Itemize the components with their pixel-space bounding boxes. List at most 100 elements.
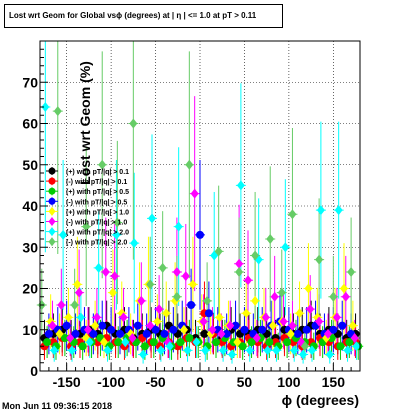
data-point — [192, 337, 201, 348]
data-point — [304, 283, 313, 294]
data-point — [286, 328, 295, 339]
y-tick-label: 20 — [22, 281, 38, 297]
data-point — [142, 329, 151, 338]
data-point — [71, 329, 80, 338]
legend-marker — [48, 206, 56, 216]
data-point — [139, 349, 148, 360]
data-point — [110, 271, 119, 282]
data-point — [258, 325, 267, 334]
title-box: Lost wrt Geom for Global vsϕ (degrees) a… — [4, 4, 283, 28]
data-point — [59, 229, 68, 240]
data-point — [199, 316, 208, 327]
data-point — [85, 337, 94, 348]
data-point — [140, 342, 149, 351]
data-point — [295, 308, 304, 319]
data-point — [181, 271, 190, 282]
data-point — [133, 321, 142, 330]
x-tick-label: 50 — [237, 374, 253, 390]
data-point — [130, 238, 139, 249]
data-points — [37, 102, 363, 360]
data-point — [240, 325, 249, 334]
data-point — [244, 275, 252, 286]
data-point — [75, 287, 84, 298]
data-point — [66, 333, 75, 343]
data-point — [306, 304, 315, 315]
data-point — [325, 349, 334, 360]
data-point — [281, 242, 290, 253]
data-point — [172, 267, 181, 277]
x-tick-label: -100 — [97, 374, 125, 390]
legend-marker — [48, 237, 56, 247]
data-point — [242, 308, 251, 319]
data-point — [98, 159, 107, 170]
y-tick-label: 30 — [22, 239, 38, 255]
data-point — [324, 328, 332, 339]
data-point — [137, 295, 146, 306]
data-point — [190, 188, 199, 199]
data-point — [332, 312, 341, 323]
data-point — [217, 328, 226, 339]
data-point — [129, 118, 138, 129]
data-point — [70, 300, 79, 310]
data-point — [84, 324, 92, 335]
data-point — [226, 320, 235, 331]
data-point — [44, 329, 53, 338]
data-point — [92, 312, 101, 323]
legend-label: (-) with pT/|q| > 2.0 — [66, 240, 127, 247]
data-point — [272, 345, 281, 356]
y-tick-label: 70 — [22, 74, 38, 90]
legend-marker — [48, 227, 56, 237]
data-point — [231, 321, 240, 330]
data-point — [119, 312, 128, 323]
data-point — [180, 324, 188, 335]
y-tick-label: 50 — [22, 157, 38, 173]
legend-label: (+) with pT/|q| > 0.1 — [66, 169, 129, 176]
x-tick-label: -50 — [145, 374, 165, 390]
data-point — [113, 217, 122, 228]
data-point — [214, 246, 223, 257]
data-point — [43, 338, 52, 347]
data-point — [283, 338, 292, 347]
data-point — [128, 333, 137, 343]
data-point — [345, 338, 354, 347]
data-point — [73, 279, 82, 290]
data-point — [91, 320, 100, 331]
data-point — [62, 321, 71, 330]
data-point — [343, 345, 352, 356]
data-point — [238, 342, 247, 351]
data-point — [288, 320, 297, 331]
data-point — [107, 325, 116, 334]
chart-title: Lost wrt Geom for Global vsϕ (degrees) a… — [9, 11, 257, 20]
data-point — [268, 320, 277, 331]
data-point — [261, 312, 270, 323]
data-point — [174, 221, 183, 232]
data-point — [172, 291, 181, 302]
data-point — [329, 325, 338, 334]
data-point — [302, 325, 311, 334]
data-point — [50, 345, 59, 356]
data-point — [176, 338, 185, 347]
legend-label: (-) with pT/|q| > 0.5 — [66, 199, 127, 206]
data-point — [98, 321, 107, 330]
data-point — [187, 301, 196, 309]
data-point — [203, 295, 212, 306]
y-tick-label: 60 — [22, 116, 38, 132]
timestamp: Mon Jun 11 09:36:15 2018 — [2, 401, 113, 411]
data-point — [235, 258, 244, 269]
data-point — [76, 312, 85, 323]
data-point — [251, 250, 260, 261]
data-point — [64, 312, 73, 323]
y-axis-title: Lost wrt Geom (%) — [77, 61, 93, 185]
data-point — [201, 345, 210, 356]
data-point — [350, 333, 359, 343]
x-tick-label: 150 — [322, 374, 346, 390]
data-point — [263, 345, 272, 356]
data-point — [251, 295, 260, 306]
legend-marker — [48, 197, 56, 205]
data-point — [82, 221, 91, 232]
data-point — [149, 338, 158, 347]
data-point — [247, 338, 256, 347]
data-point — [185, 334, 194, 342]
legend-label: (-) with pT/|q| > 0.1 — [66, 179, 127, 186]
